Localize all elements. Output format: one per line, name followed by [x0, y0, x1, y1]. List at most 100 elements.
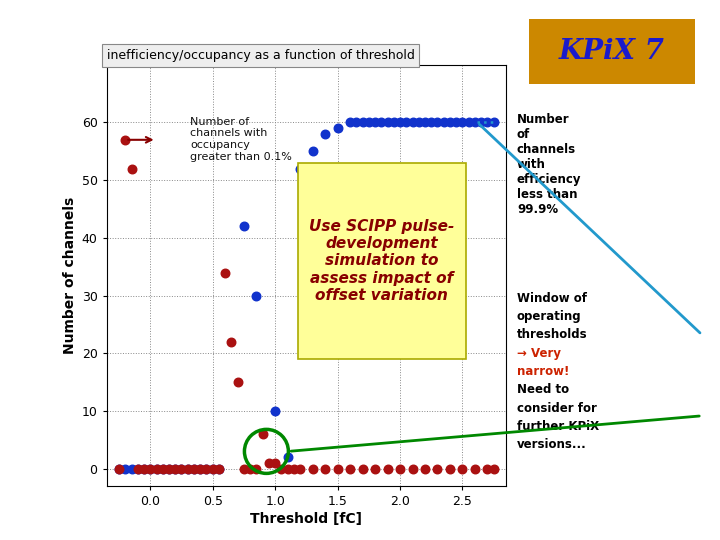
- Point: [395, 464, 406, 473]
- Point: [182, 464, 194, 473]
- Point: [456, 118, 468, 127]
- Point: [150, 464, 162, 473]
- Point: [176, 464, 187, 473]
- Point: [213, 464, 225, 473]
- Point: [213, 464, 225, 473]
- Point: [407, 464, 418, 473]
- Point: [407, 118, 418, 127]
- Point: [488, 464, 500, 473]
- Point: [163, 464, 175, 473]
- Point: [376, 118, 387, 127]
- Point: [363, 118, 374, 127]
- Point: [238, 222, 250, 231]
- Point: [463, 118, 474, 127]
- X-axis label: Threshold [fC]: Threshold [fC]: [251, 512, 362, 526]
- Point: [207, 464, 218, 473]
- Point: [169, 464, 181, 473]
- Point: [145, 464, 156, 473]
- Point: [194, 464, 206, 473]
- Point: [225, 338, 237, 346]
- Point: [251, 291, 262, 300]
- Point: [307, 147, 318, 156]
- Point: [113, 464, 125, 473]
- Point: [188, 464, 199, 473]
- Point: [232, 378, 243, 387]
- Point: [163, 464, 175, 473]
- Point: [438, 118, 449, 127]
- Point: [263, 458, 274, 467]
- Point: [469, 118, 481, 127]
- Point: [469, 464, 481, 473]
- Point: [451, 118, 462, 127]
- Point: [176, 464, 187, 473]
- Point: [257, 430, 269, 438]
- Point: [344, 464, 356, 473]
- Point: [126, 164, 138, 173]
- Text: further KPiX: further KPiX: [517, 420, 599, 433]
- Text: Number of
channels with
occupancy
greater than 0.1%: Number of channels with occupancy greate…: [190, 117, 292, 161]
- Point: [475, 118, 487, 127]
- FancyBboxPatch shape: [297, 163, 467, 359]
- Point: [182, 464, 194, 473]
- Point: [269, 407, 281, 415]
- Point: [413, 118, 425, 127]
- Point: [456, 464, 468, 473]
- Point: [282, 453, 293, 462]
- Point: [432, 464, 444, 473]
- Point: [369, 118, 381, 127]
- Point: [320, 130, 331, 138]
- Text: Need to: Need to: [517, 383, 569, 396]
- Point: [400, 118, 412, 127]
- Point: [269, 458, 281, 467]
- Point: [244, 464, 256, 473]
- Point: [207, 464, 218, 473]
- Point: [307, 464, 318, 473]
- Point: [332, 464, 343, 473]
- Point: [201, 464, 212, 473]
- Point: [482, 118, 493, 127]
- Point: [194, 464, 206, 473]
- Point: [294, 464, 306, 473]
- Point: [120, 136, 131, 144]
- Point: [419, 464, 431, 473]
- Text: operating: operating: [517, 310, 582, 323]
- Text: Window of: Window of: [517, 292, 587, 305]
- Text: consider for: consider for: [517, 402, 597, 415]
- Point: [382, 118, 393, 127]
- Point: [388, 118, 400, 127]
- Point: [120, 464, 131, 473]
- Point: [488, 118, 500, 127]
- Text: versions...: versions...: [517, 438, 587, 451]
- Point: [351, 118, 362, 127]
- Point: [357, 464, 369, 473]
- Point: [294, 164, 306, 173]
- Point: [238, 464, 250, 473]
- Point: [138, 464, 150, 473]
- Point: [157, 464, 168, 473]
- Point: [169, 464, 181, 473]
- Point: [157, 464, 168, 473]
- Point: [288, 464, 300, 473]
- Point: [113, 464, 125, 473]
- Point: [132, 464, 143, 473]
- Point: [426, 118, 437, 127]
- Point: [201, 464, 212, 473]
- Text: inefficiency/occupancy as a function of threshold: inefficiency/occupancy as a function of …: [107, 49, 415, 62]
- Point: [444, 464, 456, 473]
- Point: [150, 464, 162, 473]
- Point: [444, 118, 456, 127]
- Point: [145, 464, 156, 473]
- Point: [332, 124, 343, 133]
- Point: [395, 118, 406, 127]
- Point: [419, 118, 431, 127]
- Text: narrow!: narrow!: [517, 365, 570, 378]
- Text: KPiX 7: KPiX 7: [559, 38, 665, 65]
- Text: → Very: → Very: [517, 347, 561, 360]
- Point: [344, 118, 356, 127]
- Point: [126, 464, 138, 473]
- Point: [369, 464, 381, 473]
- Point: [251, 464, 262, 473]
- Point: [482, 464, 493, 473]
- Point: [276, 464, 287, 473]
- Point: [432, 118, 444, 127]
